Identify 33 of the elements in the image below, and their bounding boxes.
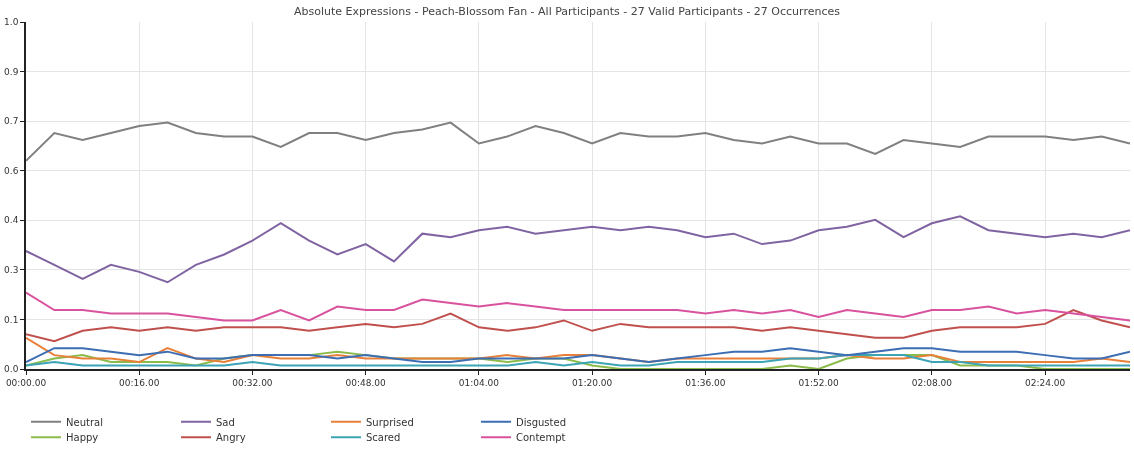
legend-label: Sad [216, 416, 235, 428]
y-tick-label: 0.7 [4, 116, 19, 127]
y-tick-label: 0.6 [4, 166, 19, 177]
line-series [26, 291, 1130, 322]
x-tick-label: 02:08.00 [911, 377, 953, 388]
legend-label: Contempt [516, 432, 566, 444]
line-series [26, 354, 1130, 367]
x-tick-label: 00:32.00 [232, 377, 273, 388]
x-tick-label: 01:52.00 [798, 377, 840, 388]
x-tick-label: 01:04.00 [458, 377, 500, 388]
line-series [26, 215, 1130, 284]
line-series [26, 121, 1130, 162]
y-tick-label: 0.9 [4, 66, 19, 77]
legend-label: Surprised [366, 416, 414, 428]
legend-label: Angry [216, 432, 246, 444]
x-tick-label: 00:16.00 [119, 377, 160, 388]
x-tick-label: 01:36.00 [685, 377, 726, 388]
x-tick-label: 00:00.00 [5, 377, 47, 388]
y-tick-label: 1.0 [4, 17, 19, 28]
legend-label: Disgusted [516, 416, 567, 428]
legend-label: Happy [66, 432, 99, 444]
y-tick-label: 0.0 [4, 364, 19, 375]
x-tick-label: 02:24.00 [1024, 377, 1066, 388]
legend-label: Neutral [66, 416, 103, 428]
x-tick-label: 00:48.00 [345, 377, 387, 388]
y-tick-label: 0.1 [4, 314, 19, 325]
line-series [26, 309, 1130, 343]
chart-title: Absolute Expressions - Peach-Blossom Fan - All Participants - 27 Valid Participants - 27 Occurrences [294, 4, 841, 18]
y-tick-label: 0.3 [4, 264, 19, 275]
x-tick-label: 01:20.00 [572, 377, 613, 388]
line-series [26, 347, 1130, 364]
y-tick-label: 0.4 [4, 215, 19, 226]
legend-label: Scared [366, 432, 401, 444]
